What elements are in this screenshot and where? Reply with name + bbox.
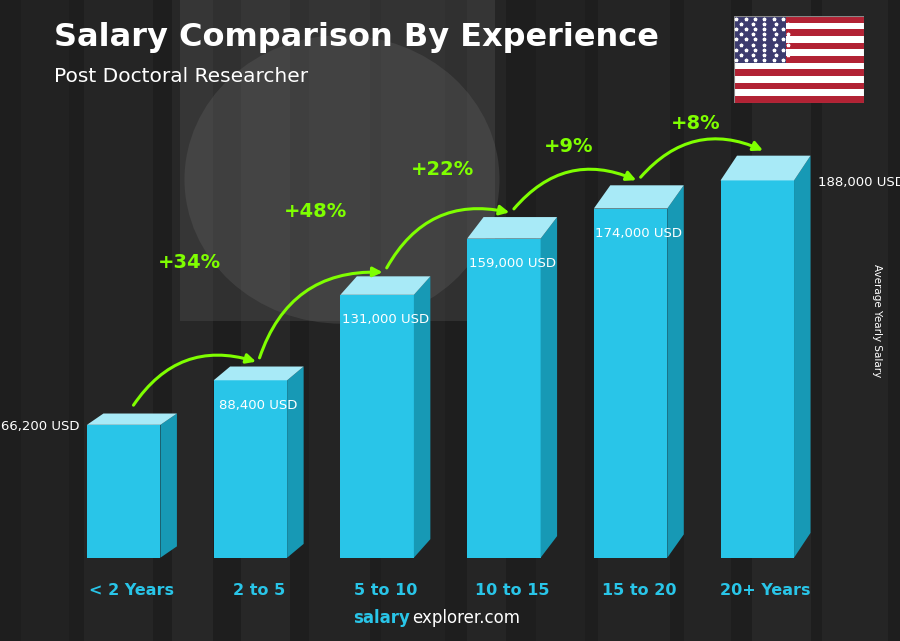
Bar bbox=[91, 0, 147, 641]
Polygon shape bbox=[541, 217, 557, 558]
Bar bbox=[158, 0, 226, 641]
Text: +9%: +9% bbox=[544, 137, 594, 156]
Polygon shape bbox=[340, 295, 414, 558]
Bar bbox=[526, 0, 595, 641]
Bar bbox=[734, 43, 864, 49]
Text: 88,400 USD: 88,400 USD bbox=[220, 399, 298, 412]
Bar bbox=[734, 56, 864, 63]
Text: 15 to 20: 15 to 20 bbox=[601, 583, 676, 598]
Text: 10 to 15: 10 to 15 bbox=[475, 583, 549, 598]
Bar bbox=[606, 0, 662, 641]
Polygon shape bbox=[414, 276, 430, 558]
Polygon shape bbox=[794, 156, 811, 558]
Bar bbox=[21, 0, 69, 641]
Polygon shape bbox=[213, 367, 303, 380]
Text: Salary Comparison By Experience: Salary Comparison By Experience bbox=[54, 22, 659, 53]
Bar bbox=[751, 0, 812, 641]
Bar bbox=[734, 69, 864, 76]
Text: 20+ Years: 20+ Years bbox=[720, 583, 811, 598]
Polygon shape bbox=[721, 156, 811, 180]
Text: +8%: +8% bbox=[671, 114, 721, 133]
Bar bbox=[180, 0, 495, 320]
Bar bbox=[734, 49, 864, 56]
Polygon shape bbox=[287, 367, 303, 558]
Text: 66,200 USD: 66,200 USD bbox=[1, 420, 79, 433]
Bar bbox=[734, 89, 864, 96]
Polygon shape bbox=[340, 276, 430, 295]
Bar bbox=[734, 16, 786, 63]
Bar bbox=[734, 36, 864, 43]
Polygon shape bbox=[667, 185, 684, 558]
Bar bbox=[734, 63, 864, 69]
Text: 188,000 USD: 188,000 USD bbox=[818, 176, 900, 189]
Text: +22%: +22% bbox=[410, 160, 474, 179]
Bar bbox=[734, 22, 864, 29]
Text: 174,000 USD: 174,000 USD bbox=[595, 227, 682, 240]
Bar bbox=[734, 29, 864, 36]
Bar bbox=[822, 0, 888, 641]
Polygon shape bbox=[594, 185, 684, 208]
Polygon shape bbox=[87, 413, 177, 425]
Bar bbox=[734, 16, 864, 22]
Bar bbox=[317, 0, 362, 641]
Text: salary: salary bbox=[353, 609, 410, 627]
Bar bbox=[454, 0, 520, 641]
Text: 131,000 USD: 131,000 USD bbox=[342, 313, 429, 326]
Polygon shape bbox=[467, 238, 541, 558]
Text: Post Doctoral Researcher: Post Doctoral Researcher bbox=[54, 67, 308, 87]
Polygon shape bbox=[213, 380, 287, 558]
Bar bbox=[734, 96, 864, 103]
Text: 2 to 5: 2 to 5 bbox=[232, 583, 284, 598]
Text: +34%: +34% bbox=[158, 253, 220, 272]
Text: 5 to 10: 5 to 10 bbox=[354, 583, 417, 598]
Text: 159,000 USD: 159,000 USD bbox=[469, 257, 555, 270]
Ellipse shape bbox=[184, 35, 500, 324]
Bar bbox=[687, 0, 729, 641]
Bar bbox=[238, 0, 293, 641]
Polygon shape bbox=[160, 413, 177, 558]
Bar bbox=[393, 0, 433, 641]
Polygon shape bbox=[721, 180, 794, 558]
Polygon shape bbox=[467, 217, 557, 238]
Text: Average Yearly Salary: Average Yearly Salary bbox=[872, 264, 883, 377]
Bar bbox=[734, 83, 864, 89]
Text: +48%: +48% bbox=[284, 202, 347, 221]
Text: < 2 Years: < 2 Years bbox=[89, 583, 175, 598]
Polygon shape bbox=[594, 208, 667, 558]
Text: explorer.com: explorer.com bbox=[412, 609, 520, 627]
Polygon shape bbox=[87, 425, 160, 558]
Bar bbox=[734, 76, 864, 83]
